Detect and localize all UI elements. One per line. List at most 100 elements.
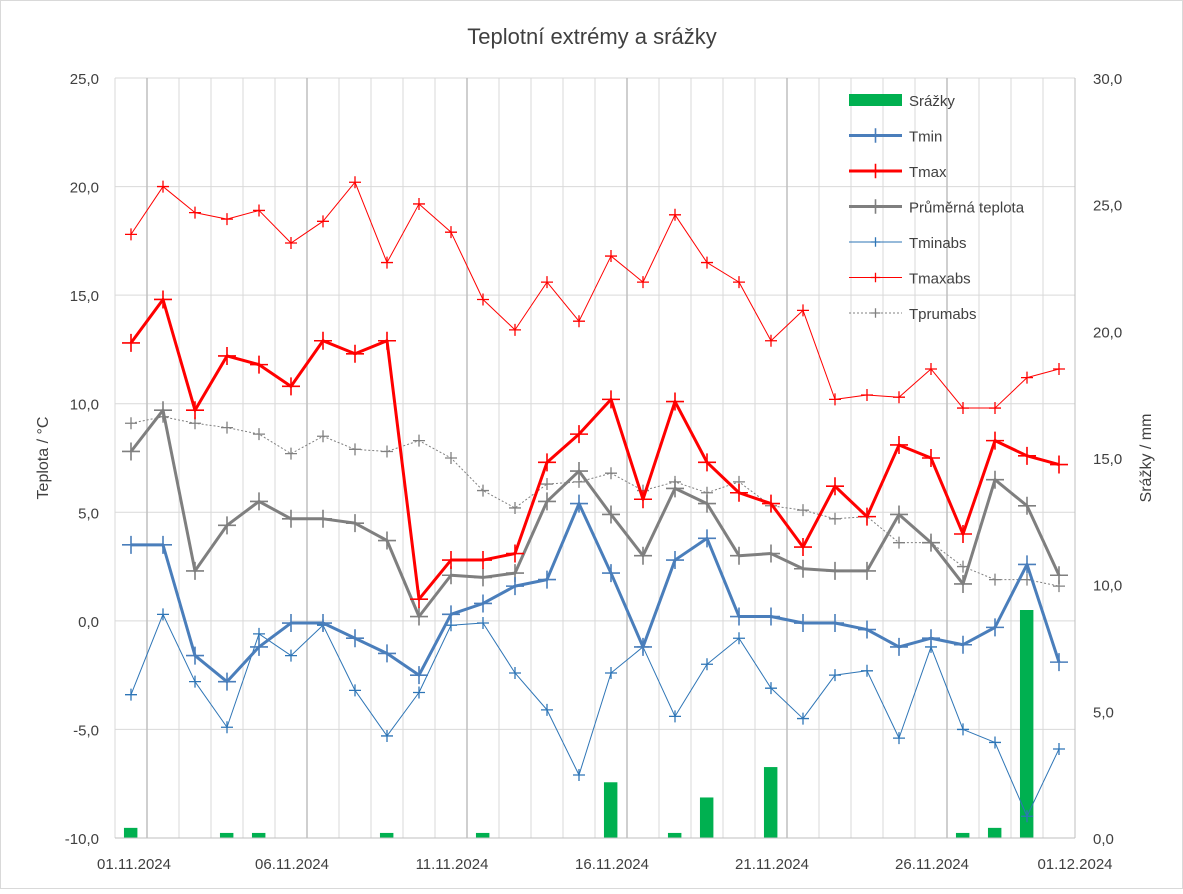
precip-bar <box>667 832 682 838</box>
y2-tick-label: 20,0 <box>1093 324 1122 341</box>
point-marker-tmax <box>698 453 716 472</box>
point-marker-tmaxabs <box>573 315 585 328</box>
point-marker-tprumabs <box>477 484 489 497</box>
point-marker-pr-m-rn-teplota <box>826 561 844 580</box>
point-marker-tmax <box>218 346 236 365</box>
point-marker-tmax <box>250 355 268 374</box>
y-tick-label: -10,0 <box>65 831 99 848</box>
point-marker-tmax <box>986 431 1004 450</box>
point-marker-tmin <box>538 570 556 589</box>
point-marker-tminabs <box>893 732 905 745</box>
legend-label: Tmax <box>909 164 947 181</box>
y2-tick-label: 25,0 <box>1093 198 1122 215</box>
point-marker-tmin <box>698 529 716 548</box>
precip-bar <box>763 767 778 838</box>
point-marker-tmin <box>730 607 748 626</box>
point-marker-tminabs <box>413 686 425 699</box>
y2-tick-label: 15,0 <box>1093 451 1122 468</box>
point-marker-pr-m-rn-teplota <box>282 509 300 528</box>
point-marker-tmin <box>986 618 1004 637</box>
point-marker-pr-m-rn-teplota <box>538 492 556 511</box>
series-line-tmin <box>131 502 1061 684</box>
point-marker-tmaxabs <box>221 213 233 226</box>
point-marker-tmaxabs <box>285 237 297 250</box>
point-marker-pr-m-rn-teplota <box>858 561 876 580</box>
point-marker-tprumabs <box>605 467 617 480</box>
point-marker-pr-m-rn-teplota <box>1050 566 1068 585</box>
point-marker-pr-m-rn-teplota <box>378 531 396 550</box>
y2-tick-label: 5,0 <box>1093 704 1114 721</box>
point-marker-tprumabs <box>285 447 297 460</box>
point-marker-tmin <box>922 629 940 648</box>
y-tick-label: 20,0 <box>70 180 99 197</box>
y2-tick-label: 10,0 <box>1093 578 1122 595</box>
precip-bar <box>987 827 1002 838</box>
point-marker-tminabs <box>605 666 617 679</box>
y2-tick-label: 0,0 <box>1093 831 1114 848</box>
point-marker-tmin <box>826 614 844 633</box>
point-marker-pr-m-rn-teplota <box>666 479 684 498</box>
point-marker-tmaxabs <box>957 402 969 415</box>
point-marker-pr-m-rn-teplota <box>250 492 268 511</box>
point-marker-tmax <box>378 331 396 350</box>
point-marker-tmax <box>1018 446 1036 465</box>
point-marker-tmax <box>538 453 556 472</box>
point-marker-pr-m-rn-teplota <box>346 514 364 533</box>
point-marker-tminabs <box>381 729 393 742</box>
point-marker-tprumabs <box>413 434 425 447</box>
point-marker-tmaxabs <box>317 215 329 228</box>
point-marker-tmin <box>410 666 428 685</box>
point-marker-tminabs <box>1053 742 1065 755</box>
point-marker-pr-m-rn-teplota <box>474 568 492 587</box>
point-marker-tmin <box>570 494 588 513</box>
point-marker-pr-m-rn-teplota <box>442 566 460 585</box>
point-marker-tminabs <box>957 723 969 736</box>
point-marker-tmax <box>346 344 364 363</box>
point-marker-tmaxabs <box>1021 371 1033 384</box>
precipitation-bars <box>123 610 1034 838</box>
point-marker-tmaxabs <box>797 304 809 317</box>
y-axis-label: Teplota / °C <box>35 417 52 500</box>
point-marker-tmaxabs <box>445 226 457 239</box>
series-lines <box>122 176 1068 823</box>
point-marker-tmax <box>954 525 972 543</box>
point-marker-tminabs <box>1021 810 1033 823</box>
legend-label: Průměrná teplota <box>909 200 1025 217</box>
point-marker-tmax <box>506 544 524 563</box>
point-marker-pr-m-rn-teplota <box>410 607 428 626</box>
point-marker-tprumabs <box>829 512 841 525</box>
point-marker-tmax <box>922 449 940 467</box>
legend-marker-tprumabs <box>870 308 881 318</box>
point-marker-tmax <box>634 490 652 509</box>
point-marker-pr-m-rn-teplota <box>890 505 908 524</box>
point-marker-tmin <box>442 605 460 624</box>
precip-bar <box>379 832 394 838</box>
point-marker-tminabs <box>125 688 137 701</box>
precip-bar <box>955 832 970 838</box>
point-marker-tmin <box>378 644 396 663</box>
point-marker-tminabs <box>285 649 297 662</box>
point-marker-tmaxabs <box>733 276 745 289</box>
point-marker-tmaxabs <box>541 276 553 289</box>
point-marker-tmax <box>410 590 428 609</box>
x-tick-label: 16.11.2024 <box>575 856 649 873</box>
point-marker-tmaxabs <box>669 208 681 221</box>
point-marker-tprumabs <box>317 430 329 443</box>
point-marker-pr-m-rn-teplota <box>634 546 652 565</box>
point-marker-tprumabs <box>253 428 265 441</box>
point-marker-tminabs <box>573 769 585 782</box>
point-marker-tmaxabs <box>157 180 169 193</box>
point-marker-tprumabs <box>125 417 137 430</box>
point-marker-tmaxabs <box>125 228 137 241</box>
point-marker-tminabs <box>861 664 873 677</box>
point-marker-tmin <box>346 629 364 648</box>
legend-marker-tminabs <box>870 237 881 247</box>
point-marker-tmax <box>186 401 204 420</box>
point-marker-tmaxabs <box>381 256 393 269</box>
point-marker-tmin <box>122 535 140 554</box>
point-marker-tmaxabs <box>509 323 521 336</box>
point-marker-pr-m-rn-teplota <box>794 559 812 578</box>
point-marker-pr-m-rn-teplota <box>762 544 780 563</box>
point-marker-tmin <box>314 614 332 633</box>
